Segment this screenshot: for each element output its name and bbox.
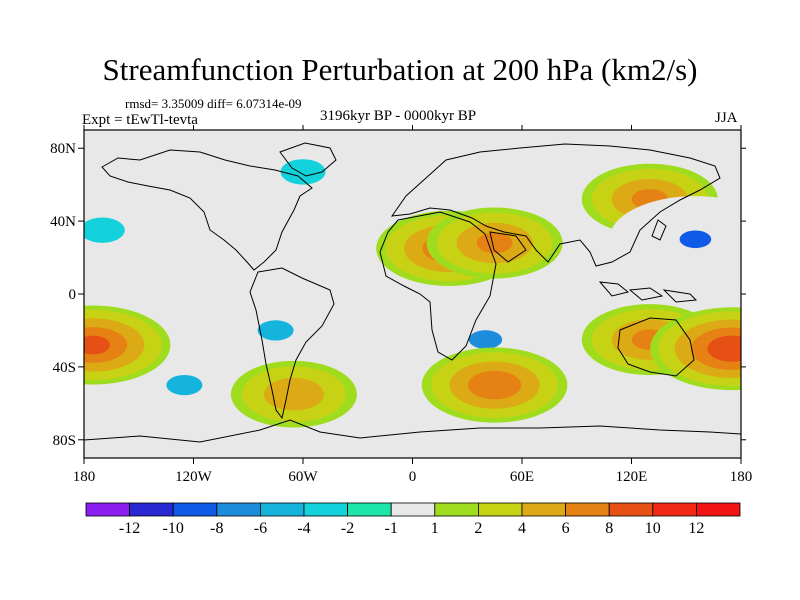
x-tick-label: 180 [73,469,96,485]
colorbar-label: -4 [297,520,310,537]
colorbar-swatch [696,502,741,517]
colorbar-swatch [477,502,523,517]
y-tick-label: 0 [69,287,77,303]
field-feature [207,294,344,366]
colorbar-label: -8 [210,520,223,537]
colorbar-swatch [434,502,479,517]
colorbar-label: 2 [474,520,482,537]
coast-eurasia [390,143,721,267]
colorbar-swatch [521,502,566,517]
colorbar-swatch [129,502,174,517]
x-tick-label: 120W [175,469,213,485]
field-feature [421,347,568,423]
colorbar-swatch [390,502,436,517]
coast-greenland [279,142,337,177]
colorbar-swatch [259,502,305,517]
contour-band [280,159,326,185]
colorbar-label: 6 [562,520,570,537]
season-label: JJA [715,110,738,126]
y-axis: 80N 40N 0 40S 80S [50,141,746,449]
y-tick-label: 40S [53,360,76,376]
colorbar-label: 12 [688,520,704,537]
colorbar-label: 8 [605,520,613,537]
coast-north-america [101,149,313,271]
contour-band [84,217,125,243]
y-tick-label: 80S [53,433,76,449]
field-feature [84,202,154,259]
contour-band [715,339,741,358]
x-axis: 180 120W 60W 0 60E 120E 180 [73,125,753,485]
coast-japan [651,219,667,241]
colorbar-swatch [303,502,348,517]
y-tick-label: 80N [50,141,76,157]
stats-label: rmsd= 3.35009 diff= 6.07314e-09 [125,96,302,111]
coastlines [84,142,741,443]
x-tick-label: 180 [730,469,753,485]
streamfunction-field [84,143,741,428]
x-tick-label: 0 [409,469,417,485]
colorbar-swatch [652,502,697,517]
field-feature [84,305,171,385]
colorbar-swatch [85,502,130,517]
colorbar-swatch [565,502,610,517]
contour-band [476,232,513,254]
colorbar-label: 1 [431,520,439,537]
field-feature [650,307,741,391]
contour-band [257,320,294,341]
x-tick-label: 60E [510,469,534,485]
x-tick-label: 120E [616,469,648,485]
coast-australia [617,317,695,377]
colorbar-label: 10 [645,520,661,537]
coast-africa [379,211,497,361]
field-feature [251,143,355,200]
contour-band [477,375,512,395]
field-feature [609,196,741,283]
contour-band [609,196,741,283]
period-label: 3196kyr BP - 0000kyr BP [320,108,477,124]
colorbar-label: -1 [385,520,398,537]
colorbar-label: -2 [341,520,354,537]
colorbar-label: -6 [254,520,267,537]
contour-band [679,230,712,249]
colorbar-swatch [216,502,261,517]
field-feature [426,207,563,279]
contour-band [84,335,110,355]
field-feature [230,360,357,428]
x-tick-label: 60W [288,469,318,485]
colorbar-label: -10 [163,520,184,537]
colorbar-label: -12 [119,520,140,537]
contour-band [274,383,313,405]
contour-band [468,330,503,349]
coast-maritime-continent [598,281,698,303]
contour-band [166,375,203,396]
colorbar-swatch [608,502,654,517]
colorbar-label: 4 [518,520,526,537]
colorbar-swatch [172,502,218,517]
experiment-label: Expt = tEwTl-tevta [82,112,198,128]
coast-antarctica [84,419,741,443]
chart-title: Streamfunction Perturbation at 200 hPa (… [102,52,698,87]
colorbar-swatch [347,502,392,517]
coast-arabia [489,231,527,263]
y-tick-label: 40N [50,214,76,230]
coast-south-america [249,267,335,420]
